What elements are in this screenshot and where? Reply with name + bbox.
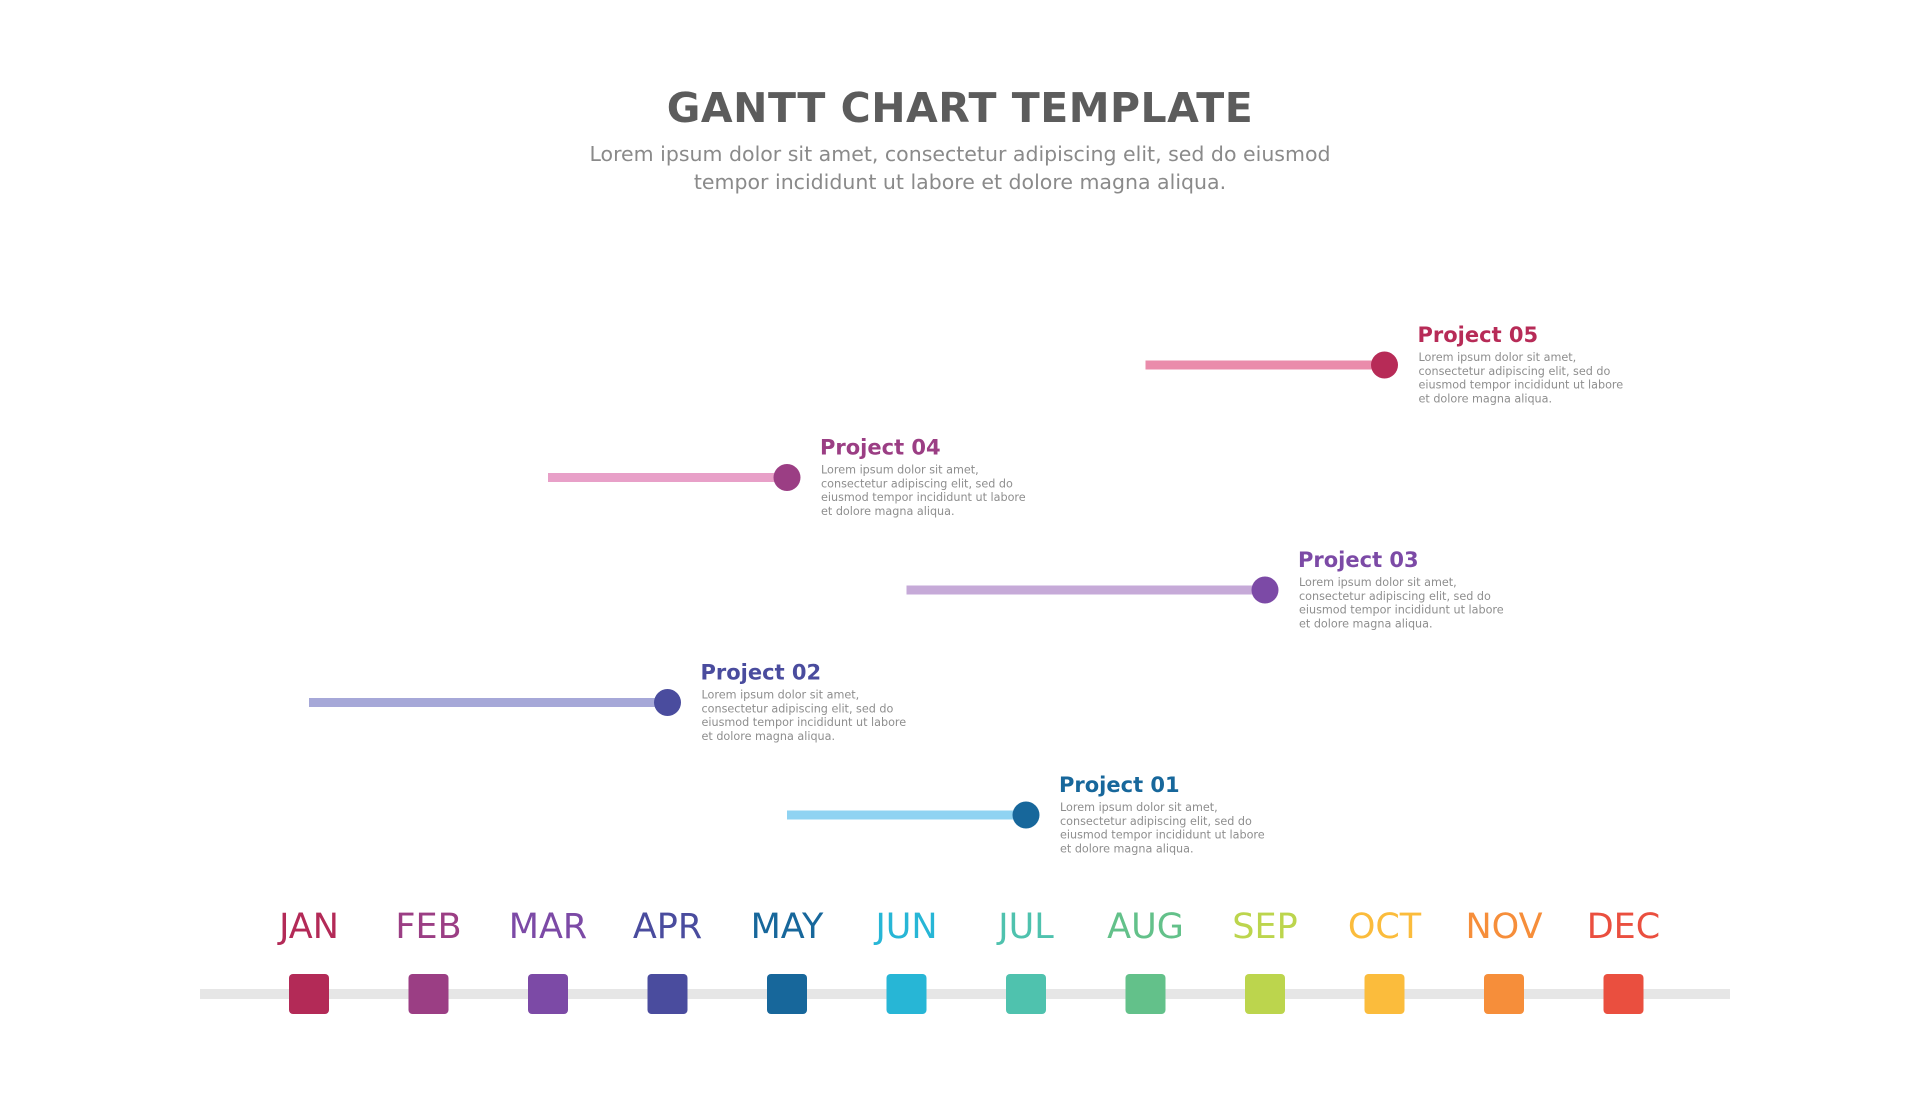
project-05-end-dot [1371, 351, 1398, 379]
project-02-title: Project 02 [701, 661, 822, 685]
project-05-description-line: consectetur adipiscing elit, sed do [1419, 365, 1611, 378]
project-01-description-line: eiusmod tempor incididunt ut labore [1060, 829, 1265, 842]
project-02-description-line: eiusmod tempor incididunt ut labore [702, 716, 907, 729]
project-01-title: Project 01 [1059, 773, 1180, 797]
month-label-jul: JUL [996, 907, 1054, 947]
month-label-jun: JUN [873, 907, 937, 947]
header: GANTT CHART TEMPLATE Lorem ipsum dolor s… [0, 78, 1920, 196]
project-05-description-line: Lorem ipsum dolor sit amet, [1419, 351, 1577, 364]
month-marker-may [767, 974, 807, 1014]
page-subtitle: Lorem ipsum dolor sit amet, consectetur … [589, 142, 1331, 194]
project-01-description-line: Lorem ipsum dolor sit amet, [1060, 801, 1218, 814]
project-03-description-line: eiusmod tempor incididunt ut labore [1299, 604, 1504, 617]
month-marker-jul [1006, 974, 1046, 1014]
project-05-description-line: et dolore magna aliqua. [1419, 392, 1553, 405]
project-02-description-line: et dolore magna aliqua. [702, 730, 836, 743]
project-02-end-dot [654, 689, 681, 716]
project-03-title: Project 03 [1298, 548, 1419, 572]
month-marker-oct [1364, 974, 1405, 1014]
month-label-oct: OCT [1348, 907, 1422, 947]
month-label-sep: SEP [1232, 907, 1297, 947]
project-04-title: Project 04 [820, 436, 941, 460]
project-01-description-line: consectetur adipiscing elit, sed do [1060, 815, 1252, 828]
project-03-end-dot [1251, 576, 1279, 604]
month-label-jan: JAN [277, 907, 339, 947]
month-label-nov: NOV [1465, 907, 1542, 947]
month-marker-apr [647, 974, 688, 1014]
month-marker-sep [1245, 974, 1285, 1014]
project-04-description-line: eiusmod tempor incididunt ut labore [821, 491, 1026, 504]
project-04-end-dot [773, 464, 801, 491]
month-marker-jan [289, 974, 329, 1014]
month-marker-dec [1603, 974, 1644, 1014]
project-03-description-line: Lorem ipsum dolor sit amet, [1299, 576, 1457, 589]
month-marker-jun [886, 974, 927, 1014]
project-04-description-line: consectetur adipiscing elit, sed do [821, 477, 1013, 490]
project-05-title: Project 05 [1418, 323, 1539, 347]
project-03-description-line: et dolore magna aliqua. [1299, 617, 1433, 630]
month-marker-nov [1484, 974, 1524, 1014]
month-marker-feb [408, 974, 449, 1014]
project-01-end-dot [1012, 801, 1040, 829]
project-03-description-line: consectetur adipiscing elit, sed do [1299, 590, 1491, 603]
month-marker-aug [1125, 974, 1166, 1014]
project-02-description-line: consectetur adipiscing elit, sed do [702, 702, 894, 715]
project-04-description-line: et dolore magna aliqua. [821, 505, 955, 518]
month-marker-mar [528, 974, 568, 1014]
month-label-may: MAY [751, 907, 824, 947]
project-04-description-line: Lorem ipsum dolor sit amet, [821, 464, 979, 477]
project-01-description-line: et dolore magna aliqua. [1060, 842, 1194, 855]
project-05-description-line: eiusmod tempor incididunt ut labore [1419, 379, 1624, 392]
page-title: GANTT CHART TEMPLATE [666, 84, 1254, 132]
month-label-aug: AUG [1107, 907, 1184, 947]
month-label-apr: APR [633, 907, 702, 947]
month-label-mar: MAR [509, 907, 587, 947]
project-02-description-line: Lorem ipsum dolor sit amet, [702, 689, 860, 702]
month-label-feb: FEB [395, 907, 461, 947]
month-label-dec: DEC [1587, 907, 1661, 947]
